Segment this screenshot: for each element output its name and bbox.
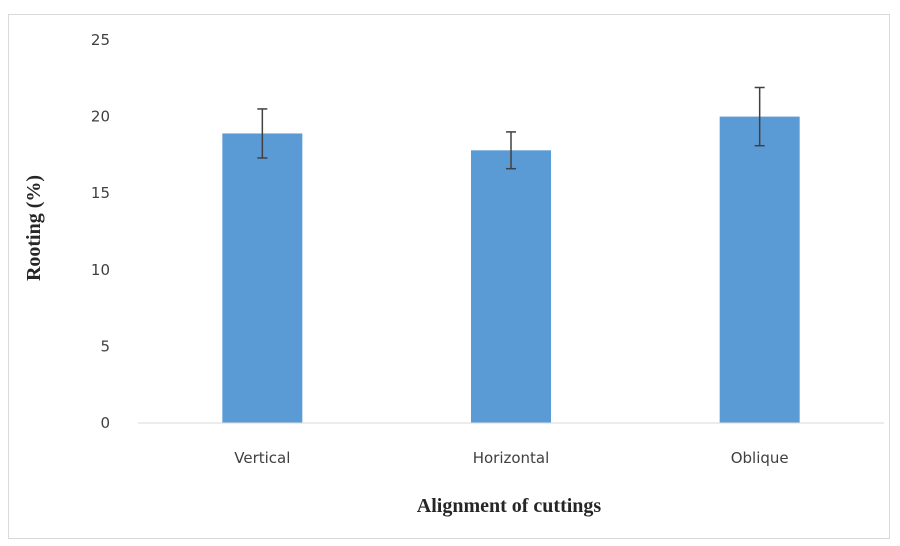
- y-tick-label: 25: [91, 31, 110, 49]
- y-tick-label: 0: [100, 414, 110, 432]
- x-axis-ticks: Vertical Horizontal Oblique: [234, 449, 788, 467]
- error-bar-oblique: [754, 86, 765, 147]
- y-tick-label: 20: [91, 108, 110, 126]
- error-bar-horizontal: [506, 131, 516, 170]
- x-axis-title: Alignment of cuttings: [417, 495, 602, 517]
- bar-vertical: [222, 133, 303, 423]
- y-tick-label: 5: [100, 337, 110, 355]
- y-axis-ticks: 0 5 10 15 20 25: [91, 31, 110, 432]
- error-bar-vertical: [257, 108, 268, 159]
- x-tick-label: Oblique: [731, 449, 789, 467]
- x-tick-label: Vertical: [234, 449, 290, 467]
- bars: [222, 116, 800, 423]
- y-axis-title: Rooting (%): [23, 175, 45, 281]
- y-tick-label: 10: [91, 261, 110, 279]
- bar-oblique: [719, 116, 800, 423]
- y-tick-label: 15: [91, 184, 110, 202]
- error-bars: [257, 86, 765, 170]
- bar-horizontal: [471, 150, 551, 423]
- x-tick-label: Horizontal: [473, 449, 550, 467]
